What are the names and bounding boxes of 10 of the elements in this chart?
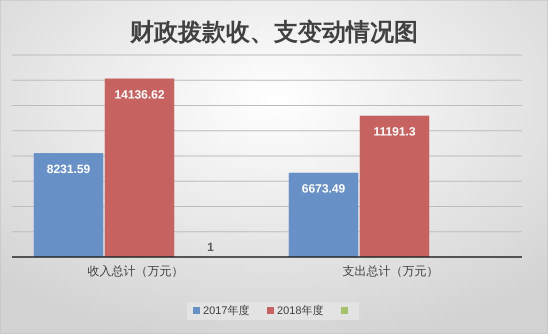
data-label: 11191.3 <box>373 124 416 139</box>
chart-title: 财政拨款收、支变动情况图 <box>129 19 418 46</box>
data-label: 1 <box>207 240 214 254</box>
x-tick-label: 支出总计（万元） <box>342 264 438 278</box>
legend-label: 2017年度 <box>203 304 250 317</box>
data-label: 8231.59 <box>46 162 91 176</box>
data-label: 6673.49 <box>302 182 346 196</box>
x-tick-label: 收入总计（万元） <box>88 264 184 278</box>
legend-label: 2018年度 <box>277 304 324 317</box>
data-label: 14136.62 <box>114 88 165 102</box>
